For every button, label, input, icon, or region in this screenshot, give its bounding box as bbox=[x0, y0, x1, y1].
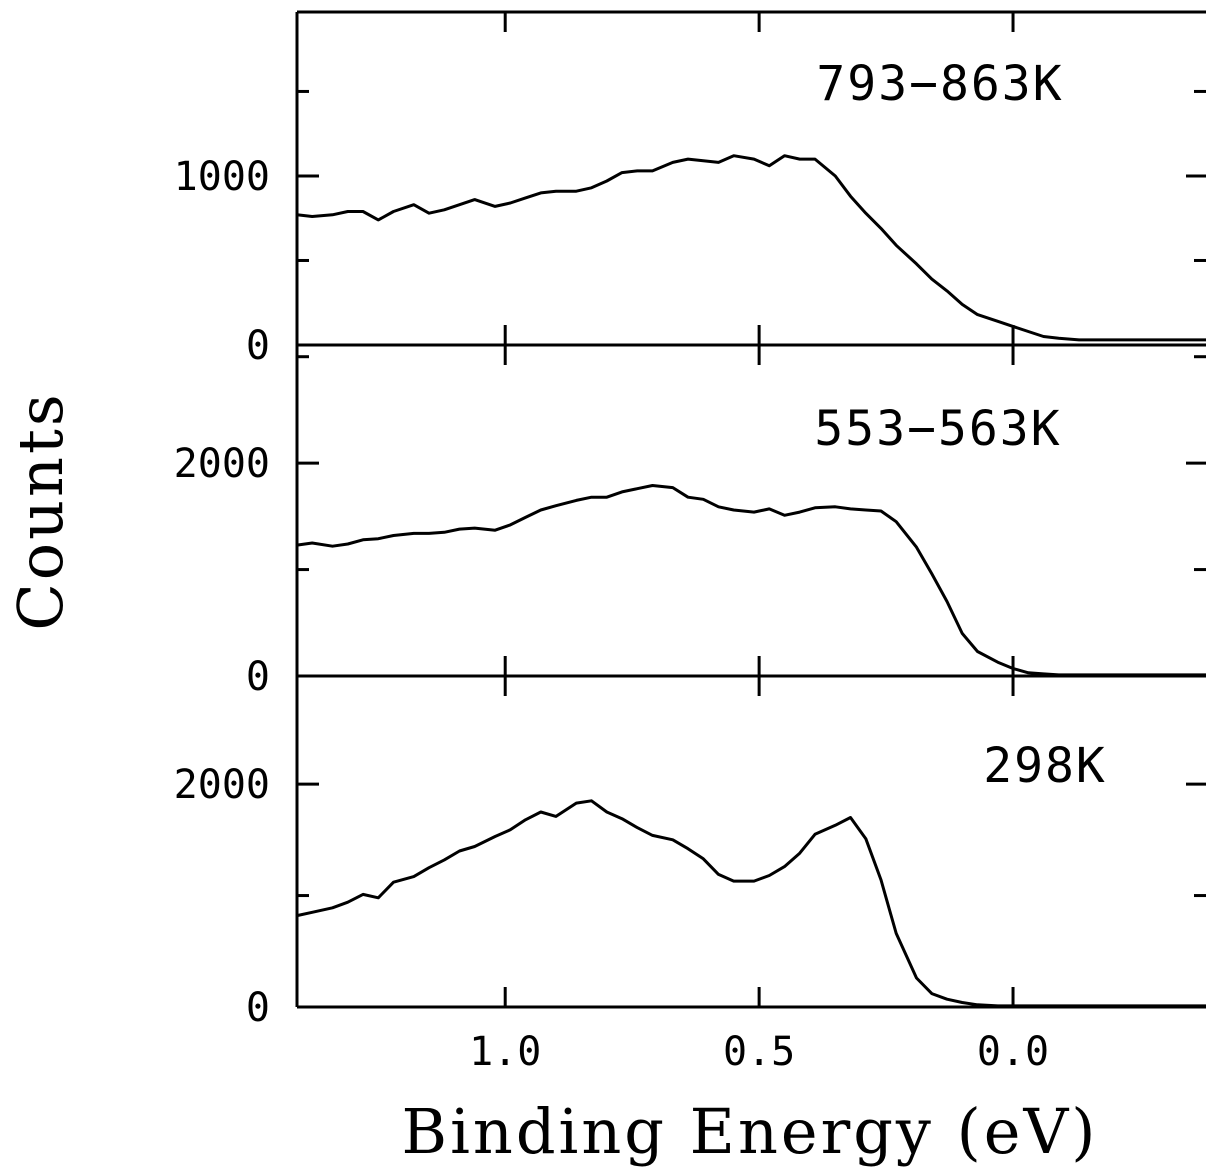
panels-group: 1000 0 793−863K 2000 0 553−563K 2000 0 298K bbox=[174, 10, 1206, 1031]
spectrum-line bbox=[296, 484, 1206, 677]
x-axis-ticks: 1.0 0.5 0.0 bbox=[469, 1029, 1049, 1075]
spectrum-line bbox=[296, 799, 1206, 1008]
panel-2: 2000 0 553−563K bbox=[174, 345, 1206, 700]
panel-label: 553−563K bbox=[814, 401, 1061, 457]
spectrum-line bbox=[296, 154, 1206, 342]
x-axis-title: Binding Energy (eV) bbox=[402, 1095, 1099, 1168]
x-tick-label: 1.0 bbox=[469, 1029, 541, 1075]
y-tick-label: 0 bbox=[246, 985, 270, 1031]
y-axis-title: Counts bbox=[4, 391, 77, 630]
y-tick-label: 2000 bbox=[174, 762, 270, 808]
x-tick-label: 0.0 bbox=[977, 1029, 1049, 1075]
panel-3: 2000 0 298K bbox=[174, 676, 1206, 1031]
y-tick-label: 0 bbox=[246, 323, 270, 369]
x-tick-label: 0.5 bbox=[723, 1029, 795, 1075]
y-tick-label: 2000 bbox=[174, 441, 270, 487]
panel-1: 1000 0 793−863K bbox=[174, 10, 1206, 369]
y-tick-label: 1000 bbox=[174, 154, 270, 200]
panel-label: 298K bbox=[983, 738, 1107, 794]
y-tick-label: 0 bbox=[246, 654, 270, 700]
panel-label: 793−863K bbox=[816, 56, 1063, 112]
